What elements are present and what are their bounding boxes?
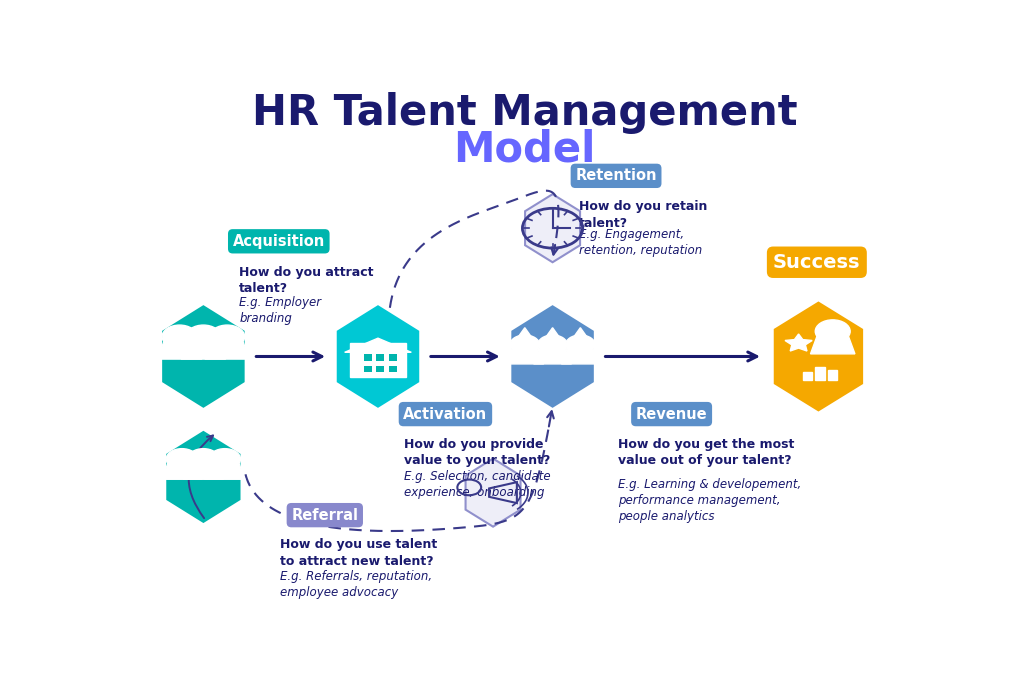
Polygon shape	[205, 464, 245, 479]
Polygon shape	[513, 307, 593, 406]
Text: Acquisition: Acquisition	[232, 234, 325, 249]
Polygon shape	[506, 350, 544, 364]
Polygon shape	[546, 328, 559, 337]
Text: Success: Success	[773, 253, 860, 272]
Polygon shape	[164, 307, 244, 406]
Circle shape	[538, 335, 567, 354]
Bar	[803, 372, 812, 380]
Text: How do you attract
talent?: How do you attract talent?	[240, 266, 374, 295]
Text: Retention: Retention	[575, 169, 656, 184]
Text: HR Talent Management: HR Talent Management	[252, 92, 798, 134]
Text: E.g. Selection, candidate
experience, onboarding: E.g. Selection, candidate experience, on…	[404, 470, 551, 499]
Polygon shape	[785, 334, 812, 351]
Text: E.g. Employer
branding: E.g. Employer branding	[240, 296, 322, 325]
Polygon shape	[561, 350, 599, 364]
Circle shape	[162, 325, 197, 348]
Polygon shape	[181, 342, 225, 359]
Circle shape	[166, 449, 198, 469]
Text: Referral: Referral	[291, 508, 358, 523]
Text: E.g. Engagement,
retention, reputation: E.g. Engagement, retention, reputation	[579, 228, 702, 257]
Text: How do you get the most
value out of your talent?: How do you get the most value out of you…	[618, 438, 795, 467]
Text: Model: Model	[454, 129, 596, 171]
Polygon shape	[183, 464, 223, 479]
Bar	[377, 366, 384, 372]
Polygon shape	[775, 303, 862, 410]
Text: How do you retain
talent?: How do you retain talent?	[579, 201, 708, 230]
Polygon shape	[574, 328, 587, 337]
Circle shape	[815, 320, 850, 343]
Bar	[828, 370, 838, 380]
Circle shape	[187, 449, 219, 469]
Polygon shape	[345, 338, 412, 352]
Polygon shape	[466, 458, 520, 526]
Bar	[364, 366, 372, 372]
Polygon shape	[338, 307, 418, 406]
Bar	[389, 354, 397, 360]
Polygon shape	[811, 337, 855, 354]
Polygon shape	[525, 194, 580, 262]
Polygon shape	[168, 432, 240, 522]
Bar	[389, 366, 397, 372]
Text: How do you use talent
to attract new talent?: How do you use talent to attract new tal…	[281, 538, 437, 568]
Circle shape	[565, 335, 595, 354]
Text: AIHR: AIHR	[838, 620, 887, 638]
Polygon shape	[205, 342, 250, 359]
Text: Revenue: Revenue	[636, 407, 708, 422]
Bar	[815, 367, 824, 380]
Bar	[377, 354, 384, 360]
Text: INNOVATE HR: INNOVATE HR	[922, 637, 979, 646]
Polygon shape	[158, 342, 202, 359]
Circle shape	[209, 449, 241, 469]
Polygon shape	[518, 328, 531, 337]
Text: Activation: Activation	[403, 407, 487, 422]
Text: E.g. Learning & developement,
performance management,
people analytics: E.g. Learning & developement, performanc…	[618, 479, 802, 524]
Bar	[364, 354, 372, 360]
Text: How do you provide
value to your talent?: How do you provide value to your talent?	[404, 438, 551, 467]
Circle shape	[510, 335, 540, 354]
Circle shape	[210, 325, 245, 348]
Polygon shape	[534, 350, 571, 364]
Text: E.g. Referrals, reputation,
employee advocacy: E.g. Referrals, reputation, employee adv…	[281, 570, 432, 598]
Bar	[350, 343, 406, 377]
Polygon shape	[162, 464, 202, 479]
Text: ACADEMY TO: ACADEMY TO	[923, 615, 978, 624]
Circle shape	[186, 325, 221, 348]
